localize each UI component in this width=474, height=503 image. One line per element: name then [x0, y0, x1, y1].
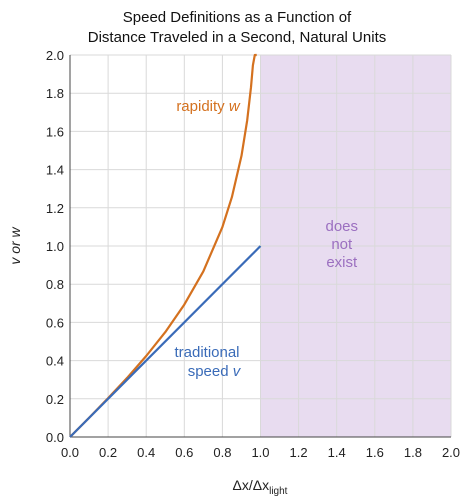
chart-title-line1: Speed Definitions as a Function of: [123, 9, 352, 26]
x-tick-label: 1.8: [404, 445, 422, 460]
x-tick-label: 0.8: [213, 445, 231, 460]
y-tick-label: 2.0: [46, 48, 64, 63]
y-tick-label: 1.4: [46, 163, 64, 178]
x-tick-label: 0.6: [175, 445, 193, 460]
y-tick-label: 0.8: [46, 277, 64, 292]
y-tick-label: 1.6: [46, 124, 64, 139]
x-tick-label: 0.2: [99, 445, 117, 460]
x-tick-label: 1.0: [251, 445, 269, 460]
x-tick-label: 0.0: [61, 445, 79, 460]
plot-area: 0.0 0.2 0.4 0.6 0.8 1.0 1.2 1.4 1.6 1.8 2.0 0.0 0.2 0…: [46, 48, 460, 460]
y-tick-label: 1.2: [46, 201, 64, 216]
chart-title-line2: Distance Traveled in a Second, Natural U…: [88, 29, 386, 46]
y-tick-label: 1.0: [46, 239, 64, 254]
y-axis-label: v or w: [7, 226, 23, 264]
rapidity-label: rapidity w: [176, 98, 241, 115]
x-tick-label: 1.4: [328, 445, 346, 460]
y-tick-label: 0.0: [46, 430, 64, 445]
x-tick-label: 0.4: [137, 445, 155, 460]
x-tick-label: 1.6: [366, 445, 384, 460]
y-tick-label: 1.8: [46, 86, 64, 101]
x-tick-label: 1.2: [290, 445, 308, 460]
x-tick-label: 2.0: [442, 445, 460, 460]
traditional-speed-label-line2: speed v: [188, 363, 242, 380]
y-tick-label: 0.2: [46, 392, 64, 407]
does-not-exist-label: exist: [326, 254, 358, 271]
y-tick-label: 0.6: [46, 315, 64, 330]
y-tick-label: 0.4: [46, 354, 64, 369]
x-axis-label: Δx/Δxlight: [233, 477, 288, 497]
x-axis-label-subscript: light: [269, 486, 288, 497]
traditional-speed-label-line1: traditional: [174, 344, 239, 361]
traditional-speed-line: [69, 245, 262, 438]
does-not-exist-label: not: [331, 236, 353, 253]
does-not-exist-label: does: [325, 218, 358, 235]
